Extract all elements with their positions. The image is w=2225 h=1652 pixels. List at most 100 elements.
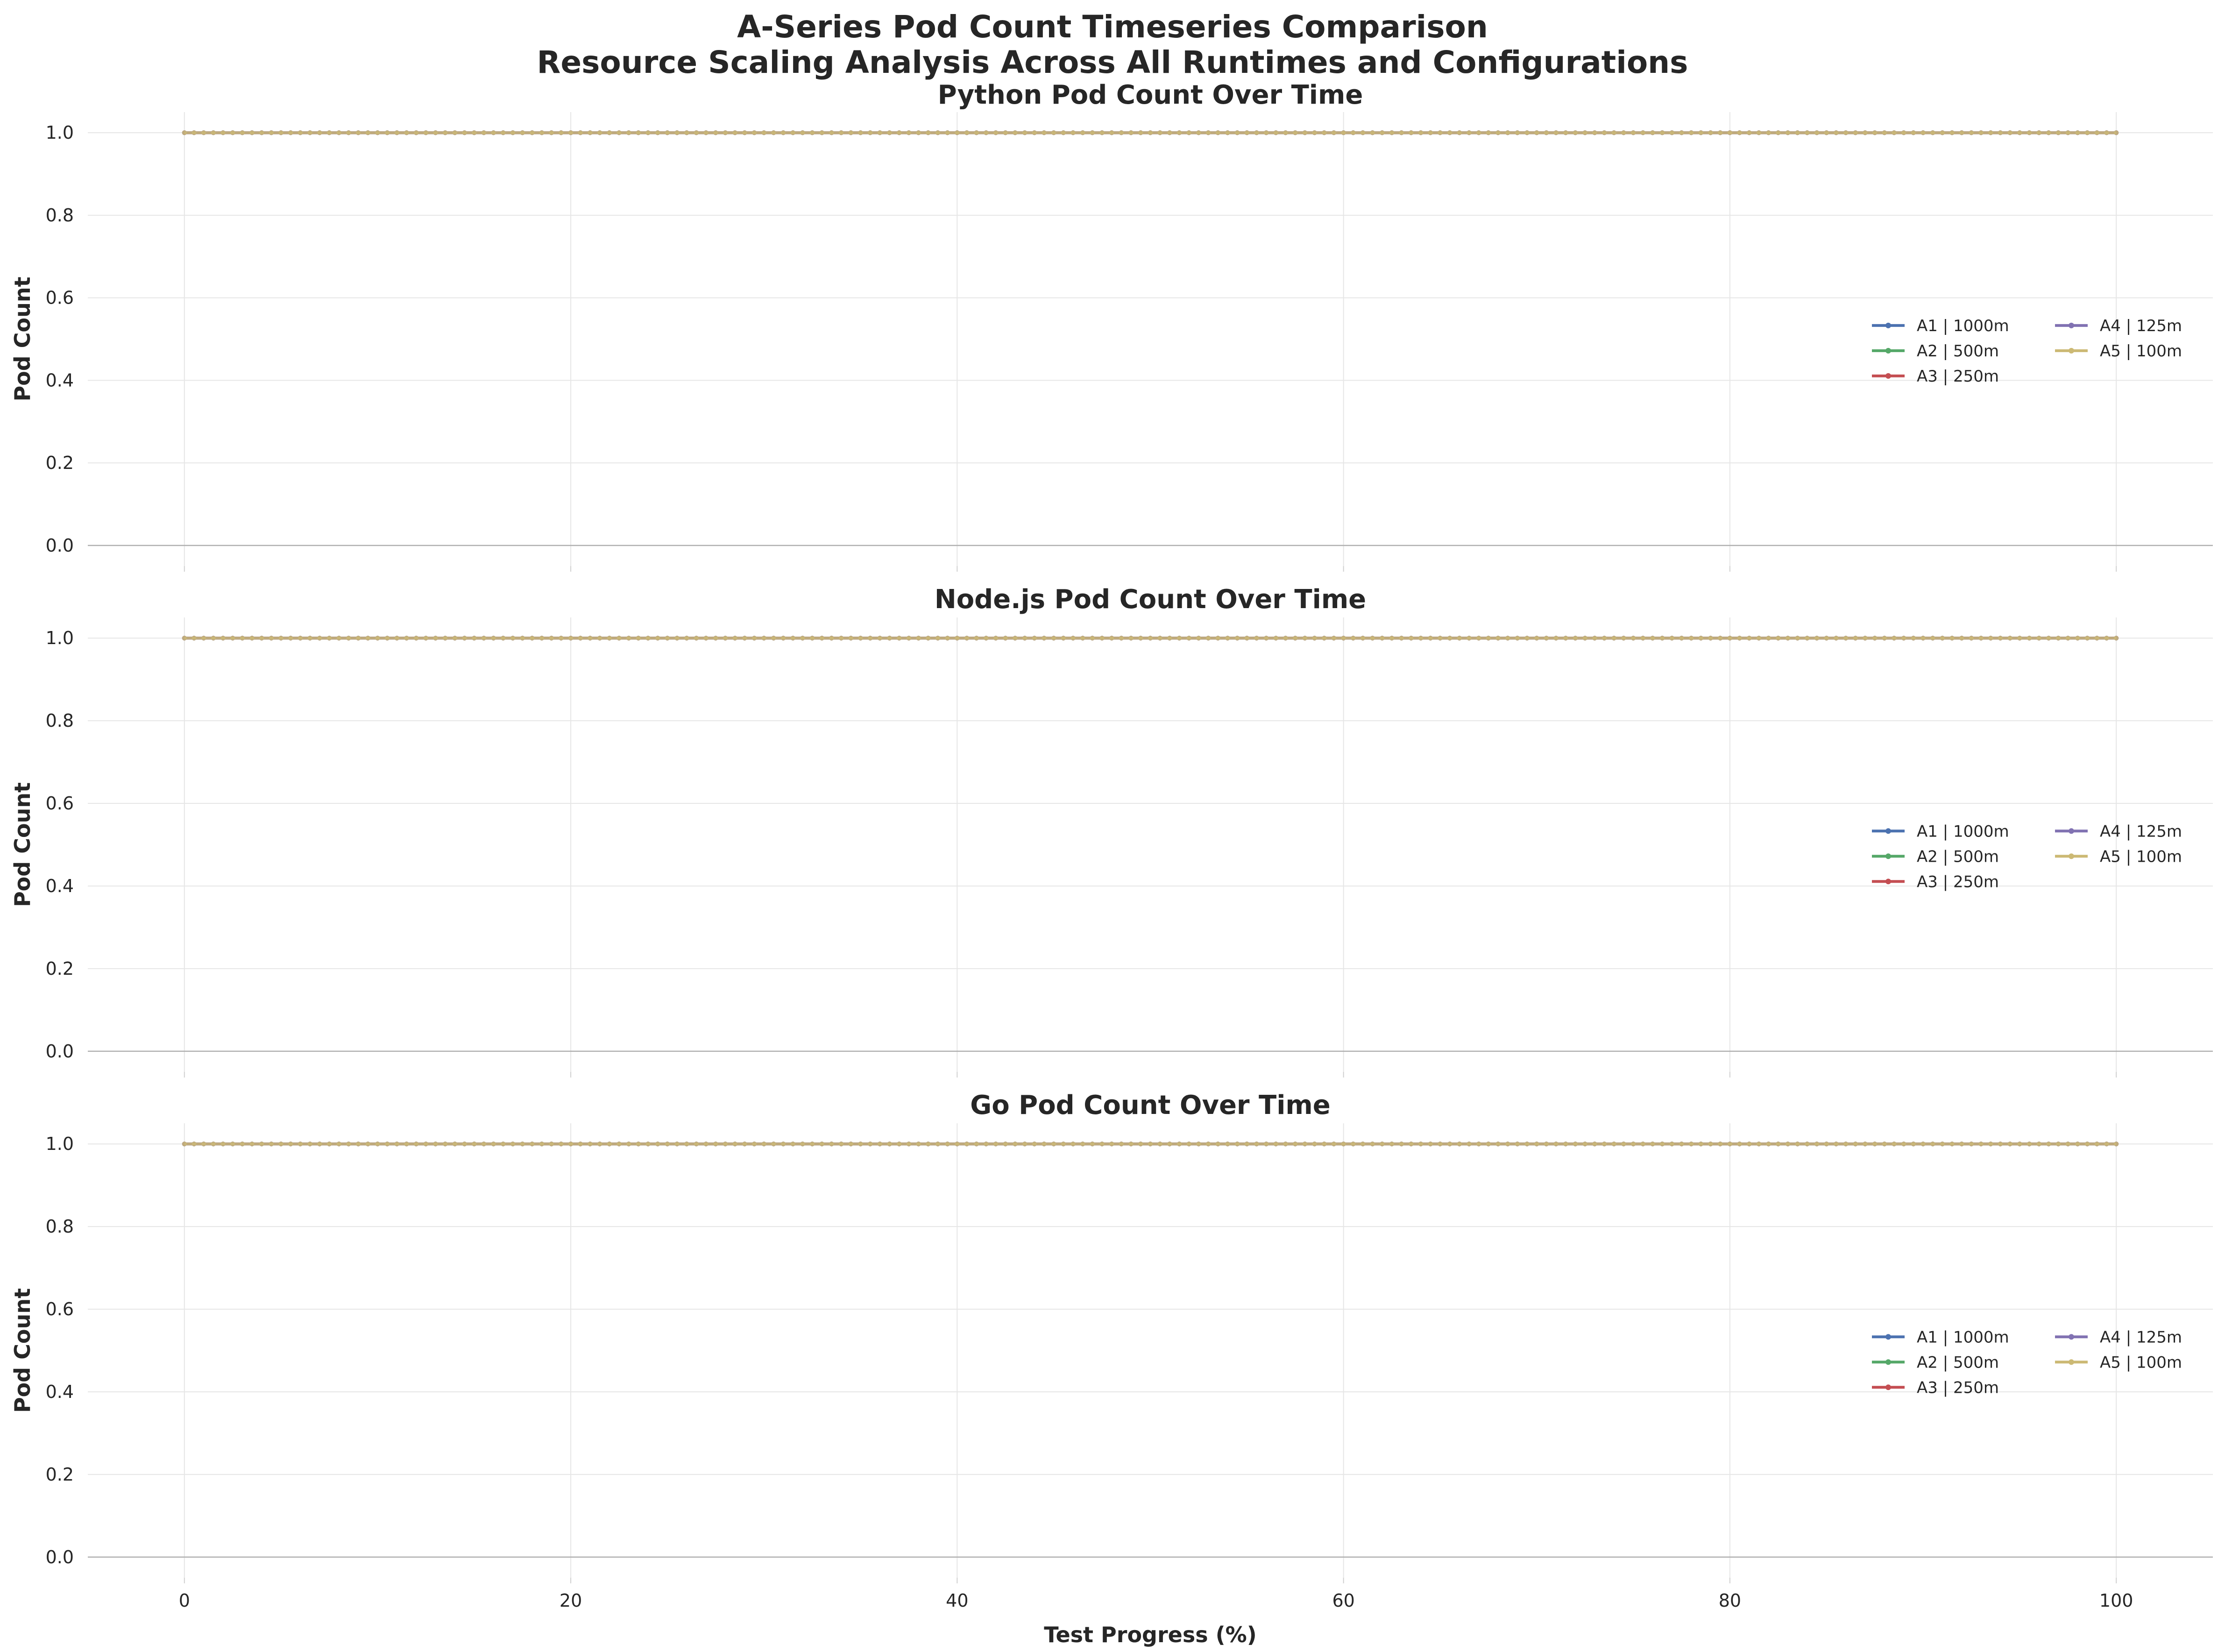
data-point xyxy=(713,636,718,641)
data-point xyxy=(1689,636,1694,641)
legend-label: A1 | 1000m xyxy=(1917,1328,2009,1347)
data-point xyxy=(1099,1142,1105,1147)
data-point xyxy=(549,1142,554,1147)
data-point xyxy=(1892,636,1897,641)
data-point xyxy=(752,130,757,135)
data-point xyxy=(1312,130,1317,135)
data-point xyxy=(1254,636,1259,641)
data-point xyxy=(298,1142,303,1147)
data-point xyxy=(220,130,226,135)
data-point xyxy=(356,1142,361,1147)
y-tick-label: 0.6 xyxy=(46,288,74,308)
data-point xyxy=(1747,130,1752,135)
subplot-panels: 0.0 0.2 0.4 0.6 0.8 1.0 Python Pod Count Over … xyxy=(10,80,2213,1647)
data-point xyxy=(1157,1142,1162,1147)
data-point xyxy=(433,1142,438,1147)
data-point xyxy=(1930,1142,1935,1147)
data-point xyxy=(848,130,853,135)
data-point xyxy=(1544,636,1549,641)
data-point xyxy=(597,1142,602,1147)
data-point xyxy=(259,1142,264,1147)
data-point xyxy=(1264,130,1269,135)
data-point xyxy=(1843,636,1849,641)
data-point xyxy=(742,636,747,641)
y-tick-label: 0.0 xyxy=(46,1041,74,1062)
data-point xyxy=(732,130,737,135)
data-point xyxy=(684,636,689,641)
data-point xyxy=(568,1142,574,1147)
data-point xyxy=(1611,636,1616,641)
data-point xyxy=(201,636,206,641)
data-point xyxy=(1273,130,1278,135)
data-point xyxy=(278,1142,283,1147)
data-point xyxy=(394,1142,399,1147)
data-point xyxy=(1998,1142,2003,1147)
data-point xyxy=(1621,636,1626,641)
data-point xyxy=(240,130,245,135)
data-point xyxy=(1834,636,1839,641)
data-point xyxy=(2104,130,2109,135)
data-point xyxy=(1872,1142,1878,1147)
y-tick-label: 0.8 xyxy=(46,1216,74,1237)
figure-title-line1: A-Series Pod Count Timeseries Comparison xyxy=(737,9,1488,45)
data-point xyxy=(1814,636,1820,641)
data-point xyxy=(1022,1142,1027,1147)
data-point xyxy=(2065,130,2070,135)
data-point xyxy=(1718,636,1723,641)
data-point xyxy=(1959,130,1964,135)
data-point xyxy=(607,636,612,641)
data-point xyxy=(1042,636,1047,641)
data-point xyxy=(752,1142,757,1147)
data-point xyxy=(1322,636,1327,641)
data-point xyxy=(1930,130,1935,135)
data-point xyxy=(1138,636,1143,641)
data-point xyxy=(1003,1142,1008,1147)
data-point xyxy=(1389,636,1395,641)
data-point xyxy=(1940,1142,1945,1147)
y-tick-label: 0.8 xyxy=(46,205,74,226)
data-point xyxy=(723,636,728,641)
data-point xyxy=(819,636,824,641)
data-point xyxy=(1070,130,1076,135)
legend-label: A3 | 250m xyxy=(1917,367,1999,386)
data-point xyxy=(346,636,351,641)
data-point xyxy=(1718,130,1723,135)
data-point xyxy=(819,130,824,135)
data-point xyxy=(182,636,187,641)
data-point xyxy=(530,636,535,641)
data-point xyxy=(1602,636,1607,641)
data-point xyxy=(1361,1142,1365,1147)
data-point xyxy=(1302,130,1307,135)
data-point xyxy=(1882,130,1887,135)
data-point xyxy=(868,1142,873,1147)
data-point xyxy=(578,130,583,135)
data-point xyxy=(1978,1142,1984,1147)
data-point xyxy=(1621,130,1626,135)
data-point xyxy=(1399,130,1404,135)
data-point xyxy=(1553,636,1559,641)
data-point xyxy=(1563,636,1568,641)
data-point xyxy=(336,1142,341,1147)
data-point xyxy=(336,130,341,135)
data-point xyxy=(269,636,274,641)
data-point xyxy=(1428,130,1433,135)
data-point xyxy=(1669,1142,1674,1147)
legend-label: A2 | 500m xyxy=(1917,847,1999,866)
data-point xyxy=(443,130,448,135)
legend-label: A1 | 1000m xyxy=(1917,822,2009,841)
data-point xyxy=(2056,1142,2061,1147)
data-point xyxy=(819,1142,824,1147)
data-point xyxy=(1399,1142,1404,1147)
data-point xyxy=(674,130,680,135)
data-point xyxy=(2056,636,2061,641)
data-point xyxy=(790,636,795,641)
data-point xyxy=(365,130,370,135)
data-point xyxy=(1109,1142,1114,1147)
data-point xyxy=(626,636,631,641)
data-point xyxy=(530,1142,535,1147)
y-tick-label: 0.0 xyxy=(46,535,74,556)
data-point xyxy=(385,1142,390,1147)
data-point xyxy=(1698,1142,1703,1147)
legend-label: A5 | 100m xyxy=(2100,342,2182,361)
data-point xyxy=(1090,130,1095,135)
